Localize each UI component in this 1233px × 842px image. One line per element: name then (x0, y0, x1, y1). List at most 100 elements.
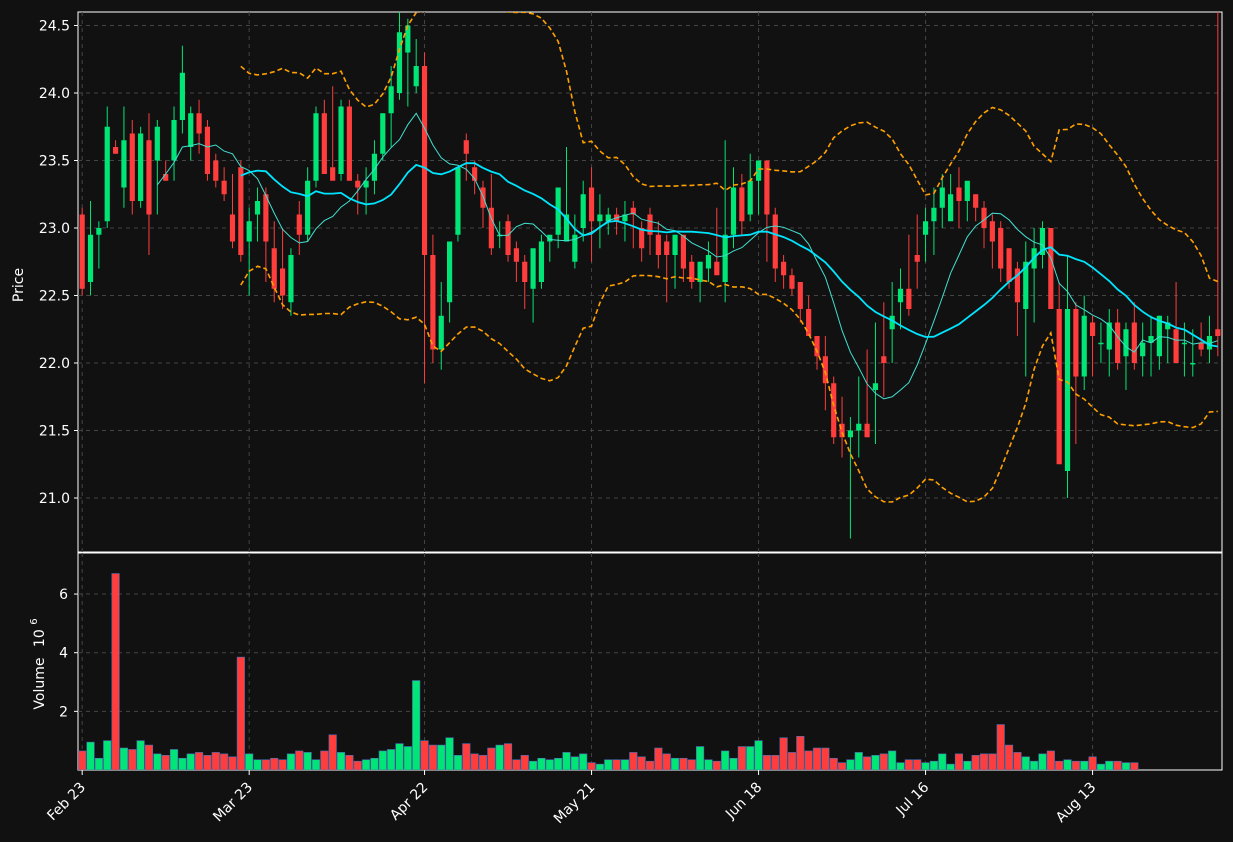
volume-bar (203, 755, 212, 770)
volume-bar (754, 740, 763, 770)
volume-bar (988, 753, 997, 770)
volume-bar (1046, 750, 1055, 770)
volume-bar (929, 760, 938, 770)
volume-bar (863, 756, 872, 770)
lower-band-line (240, 265, 1218, 503)
candle-body (806, 309, 812, 336)
volume-bar (211, 752, 220, 770)
candle-body (1190, 363, 1196, 365)
candle-body (755, 160, 762, 181)
candle-body (622, 214, 628, 222)
volume-bar (1021, 756, 1030, 770)
volume-bar (787, 752, 797, 770)
candle-body (730, 187, 737, 235)
candle-body (1165, 322, 1171, 330)
candle-body (1123, 329, 1129, 357)
candle-body (1048, 228, 1054, 309)
volume-bar (1080, 760, 1089, 770)
candle-body (405, 25, 411, 53)
volume-bar (378, 750, 387, 770)
volume-bar (645, 760, 655, 770)
candle-body (1014, 268, 1021, 303)
candle-body (897, 288, 904, 303)
candle-body (680, 234, 686, 269)
volume-bar (169, 749, 179, 770)
candle-body (254, 201, 261, 215)
candle-body (831, 383, 837, 438)
volume-bar (696, 746, 705, 770)
candle-body (1215, 329, 1221, 336)
candle-body (964, 180, 970, 201)
volume-bar (954, 753, 964, 770)
candle-body (1098, 342, 1104, 345)
volume-bar (220, 753, 229, 770)
candle-body (530, 248, 536, 289)
candle-body (856, 423, 862, 431)
volume-bar (537, 757, 546, 770)
volume-bar (687, 759, 696, 770)
candle-body (931, 207, 937, 222)
volume-bar (103, 740, 112, 770)
volume-bar (762, 755, 771, 770)
candle-body (1039, 228, 1046, 255)
volume-bar (353, 760, 362, 770)
volume-bar (896, 762, 905, 770)
candle-body (263, 194, 269, 242)
volume-bar (295, 750, 304, 770)
volume-bar (704, 759, 713, 770)
volume-bar (595, 763, 604, 770)
candle-body (948, 194, 954, 222)
volume-panel: 2 4 6 (59, 552, 1223, 771)
candle-body (196, 113, 202, 134)
candle-body (839, 423, 845, 438)
candle-body (998, 228, 1004, 269)
volume-bar (804, 750, 813, 770)
volume-bar (195, 752, 204, 770)
volume-bar (144, 744, 154, 770)
volume-bar (278, 759, 287, 770)
candle-body (179, 72, 185, 120)
candle-body (1198, 342, 1204, 350)
candle-body (705, 255, 712, 269)
volume-bar (679, 757, 688, 770)
volume-bar (921, 762, 930, 770)
volume-bar (737, 746, 746, 770)
candle-body (229, 214, 236, 242)
volume-bar (345, 755, 354, 770)
slow-moving-average-line (240, 162, 1218, 348)
candle-body (547, 234, 553, 242)
volume-bar (670, 757, 680, 770)
candle-body (1089, 322, 1096, 336)
volume-bar (153, 753, 162, 770)
volume-bar (846, 759, 855, 770)
price-tick-label: 21.5 (39, 424, 70, 440)
candle-body (906, 288, 912, 309)
volume-bar (629, 752, 638, 770)
price-plot-area (79, 12, 1221, 539)
candle-body (588, 187, 595, 222)
upper-band-line (240, 12, 1219, 283)
volume-bar (1038, 753, 1047, 770)
candle-body (463, 140, 469, 154)
volume-bar (1063, 759, 1072, 770)
candle-body (346, 106, 352, 181)
candle-body (664, 241, 670, 255)
volume-bar (453, 755, 462, 770)
volume-bar (829, 757, 838, 770)
candle-body (981, 207, 987, 228)
price-panel-frame (77, 11, 1223, 553)
candle-body (330, 167, 336, 181)
candle-body (163, 174, 169, 181)
candle-body (447, 241, 453, 303)
price-tick-label: 24.5 (39, 19, 70, 35)
candle-body (538, 241, 545, 282)
candle-body (739, 187, 745, 222)
volume-bar (420, 740, 429, 770)
candle-body (421, 66, 428, 255)
volume-bar (979, 753, 989, 770)
candle-body (989, 221, 995, 242)
volume-bar (587, 762, 596, 770)
candle-body (472, 167, 478, 181)
volume-bar (913, 759, 922, 770)
